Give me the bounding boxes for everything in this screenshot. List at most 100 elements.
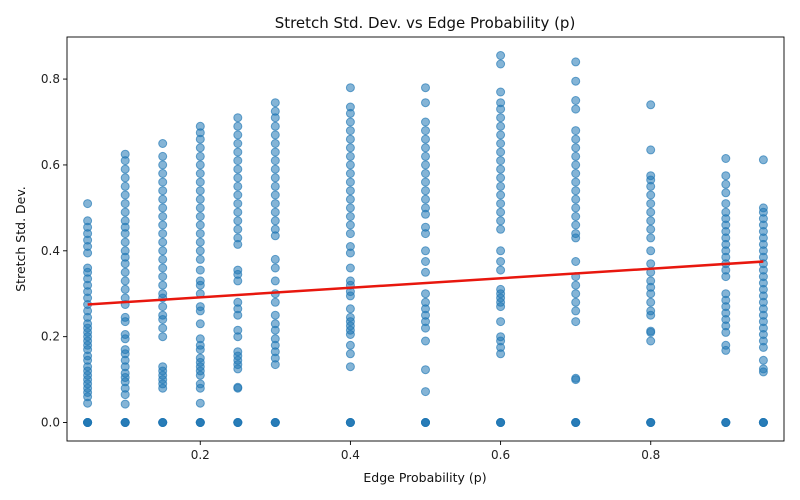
data-point	[496, 98, 506, 108]
data-point	[195, 302, 205, 312]
data-point	[345, 194, 355, 204]
data-point	[721, 154, 731, 163]
data-point	[345, 212, 355, 221]
data-point	[496, 317, 506, 327]
data-point	[233, 347, 243, 357]
data-point	[496, 246, 506, 256]
data-point	[646, 233, 656, 243]
data-point	[646, 199, 656, 209]
data-point	[83, 418, 93, 427]
data-point	[83, 216, 93, 226]
data-point	[270, 130, 280, 140]
data-point	[421, 160, 430, 170]
data-point	[270, 190, 280, 200]
data-point	[421, 267, 430, 277]
data-point	[571, 76, 581, 86]
data-point	[721, 188, 731, 198]
data-point	[571, 104, 581, 114]
data-point	[421, 169, 430, 178]
y-axis-label: Stretch Std. Dev.	[13, 186, 28, 292]
x-tick-label: 0.2	[191, 448, 210, 462]
data-point	[195, 143, 205, 153]
data-point	[345, 186, 355, 196]
data-point	[270, 199, 280, 209]
data-point	[158, 203, 168, 213]
data-point	[270, 254, 280, 264]
data-point	[496, 257, 506, 266]
data-point	[270, 164, 280, 174]
data-point	[120, 246, 130, 256]
data-point	[345, 169, 355, 178]
data-point	[233, 190, 243, 200]
data-point	[571, 306, 581, 316]
data-point	[270, 216, 280, 226]
data-point	[120, 164, 130, 174]
data-point	[195, 212, 205, 221]
data-point	[270, 147, 280, 157]
data-point	[758, 155, 768, 165]
y-tick-label: 0.6	[41, 158, 60, 172]
data-point	[233, 216, 243, 226]
data-point	[721, 418, 731, 427]
data-point	[421, 203, 430, 213]
data-point	[421, 186, 430, 196]
data-point	[195, 353, 205, 363]
data-point	[158, 177, 168, 187]
data-point	[233, 147, 243, 157]
data-point	[421, 365, 430, 375]
data-point	[496, 147, 506, 157]
data-point	[120, 267, 130, 277]
data-point	[345, 229, 355, 239]
data-point	[496, 181, 506, 191]
data-point	[571, 203, 581, 213]
data-point	[195, 160, 205, 170]
data-point	[496, 216, 506, 226]
data-point	[120, 418, 130, 427]
data-point	[233, 181, 243, 191]
data-point	[270, 156, 280, 166]
data-point	[496, 224, 506, 234]
data-point	[345, 143, 355, 153]
data-point	[345, 304, 355, 314]
data-point	[421, 143, 430, 153]
data-point	[120, 312, 130, 322]
data-point	[158, 254, 168, 264]
data-point	[233, 233, 243, 243]
data-point	[120, 216, 130, 226]
data-point	[195, 334, 205, 344]
data-point	[421, 134, 430, 144]
x-axis-ticks: 0.2 0.4 0.6 0.8	[191, 441, 660, 462]
data-point	[158, 289, 168, 299]
data-point	[345, 349, 355, 359]
y-tick-label: 0.4	[41, 244, 60, 258]
data-point	[571, 186, 581, 196]
data-point	[158, 302, 168, 312]
data-point	[646, 145, 656, 155]
data-point	[195, 121, 205, 131]
data-point	[345, 117, 355, 127]
plot-frame	[66, 36, 785, 442]
y-tick-label: 0.0	[41, 416, 60, 430]
data-point	[120, 149, 130, 159]
data-point	[571, 418, 581, 427]
data-point	[120, 276, 130, 286]
data-point	[233, 156, 243, 166]
data-point	[270, 181, 280, 191]
x-tick-label: 0.4	[341, 448, 360, 462]
data-point	[195, 169, 205, 178]
data-point	[571, 297, 581, 307]
data-point	[345, 242, 355, 251]
data-point	[158, 362, 168, 372]
data-point	[646, 276, 656, 286]
data-point	[195, 177, 205, 187]
data-point	[83, 199, 93, 209]
data-point	[158, 237, 168, 247]
data-point	[345, 263, 355, 273]
data-point	[120, 399, 130, 409]
data-point	[120, 199, 130, 209]
data-point	[270, 276, 280, 286]
data-points	[83, 51, 768, 427]
data-point	[421, 222, 430, 232]
data-point	[233, 199, 243, 209]
